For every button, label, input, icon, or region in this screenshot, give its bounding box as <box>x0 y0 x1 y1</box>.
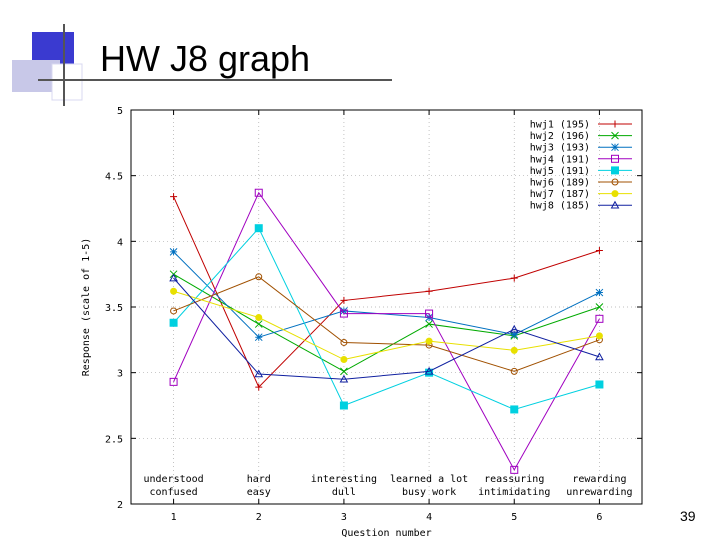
series-line-hwj4 <box>173 191 600 471</box>
data-point-hwj1 <box>340 296 348 304</box>
data-point-hwj8 <box>339 374 349 383</box>
category-label-top: interesting <box>311 474 377 485</box>
data-point-hwj4 <box>339 309 348 318</box>
x-tick-label: 2 <box>256 512 262 523</box>
legend-marker-hwj6 <box>611 178 619 186</box>
data-point-hwj7 <box>510 346 518 354</box>
legend-marker-hwj2 <box>611 131 619 140</box>
data-point-hwj5 <box>339 401 348 410</box>
y-tick-label: 2.5 <box>105 434 123 445</box>
x-tick-label: 3 <box>341 512 347 523</box>
category-label-bottom: intimidating <box>478 487 550 498</box>
y-tick-label: 5 <box>117 106 123 117</box>
data-point-hwj3 <box>510 330 519 339</box>
x-tick-label: 1 <box>171 512 177 523</box>
data-point-hwj3 <box>595 288 604 297</box>
data-point-hwj2 <box>340 367 348 376</box>
legend-marker-hwj4 <box>611 154 619 163</box>
data-point-hwj7 <box>595 332 603 340</box>
category-label-top: learned a lot <box>390 474 468 485</box>
series-line-hwj3 <box>173 251 600 338</box>
data-point-hwj8 <box>424 366 434 375</box>
category-label-top: hard <box>247 474 271 485</box>
category-label-bottom: busy work <box>402 487 456 498</box>
data-point-hwj5 <box>169 318 178 327</box>
data-point-hwj7 <box>170 287 178 295</box>
data-point-hwj1 <box>595 247 603 255</box>
x-axis-label: Question number <box>341 528 431 539</box>
category-label-top: reassuring <box>484 474 544 485</box>
decor-square-white <box>51 63 83 101</box>
data-point-hwj6 <box>510 367 518 375</box>
data-point-hwj2 <box>595 303 604 311</box>
legend-marker-hwj8 <box>610 200 620 209</box>
legend-label-hwj1: hwj1 (195) <box>530 120 590 131</box>
data-point-hwj4 <box>169 377 178 386</box>
data-point-hwj6 <box>170 307 178 315</box>
data-point-hwj1 <box>255 383 263 391</box>
legend-label-hwj7: hwj7 (187) <box>530 189 590 200</box>
legend-label-hwj8: hwj8 (185) <box>530 201 590 212</box>
slide-number: 39 <box>680 508 696 524</box>
data-point-hwj4 <box>595 314 604 323</box>
y-tick-label: 2 <box>117 500 123 511</box>
legend-label-hwj3: hwj3 (193) <box>530 143 590 154</box>
category-label-top: understood <box>143 474 203 485</box>
data-point-hwj1 <box>425 287 433 295</box>
data-point-hwj2 <box>425 320 433 328</box>
data-point-hwj7 <box>340 356 348 364</box>
series-line-hwj7 <box>173 290 600 361</box>
data-point-hwj6 <box>255 273 263 281</box>
y-tick-label: 4 <box>117 237 123 248</box>
series-line-hwj2 <box>173 273 600 372</box>
category-label-bottom: unrewarding <box>566 487 632 498</box>
data-point-hwj1 <box>510 274 518 282</box>
data-point-hwj5 <box>254 224 263 233</box>
data-point-hwj4 <box>254 188 263 197</box>
x-tick-label: 6 <box>596 512 602 523</box>
series-line-hwj8 <box>173 277 600 380</box>
y-tick-label: 3 <box>117 369 123 380</box>
y-tick-label: 4.5 <box>105 172 123 183</box>
legend-marker-hwj1 <box>611 120 619 128</box>
legend-marker-hwj5 <box>611 166 619 175</box>
data-point-hwj7 <box>255 314 263 322</box>
data-point-hwj2 <box>254 320 263 328</box>
data-point-hwj4 <box>425 309 434 318</box>
legend-marker-hwj7 <box>611 190 619 198</box>
data-point-hwj5 <box>510 405 519 414</box>
data-point-hwj1 <box>170 193 178 201</box>
category-label-bottom: easy <box>247 487 271 498</box>
slide-title: HW J8 graph <box>100 38 311 79</box>
data-point-hwj5 <box>595 380 604 389</box>
data-point-hwj3 <box>254 333 263 342</box>
series-line-hwj5 <box>173 227 600 410</box>
legend-label-hwj5: hwj5 (191) <box>530 166 590 177</box>
data-point-hwj8 <box>169 273 178 282</box>
series-line-hwj1 <box>173 196 600 388</box>
x-tick-label: 5 <box>511 512 517 523</box>
y-axis-label: Response (scale of 1-5) <box>81 238 92 376</box>
y-tick-label: 3.5 <box>105 303 123 314</box>
category-label-bottom: dull <box>332 487 356 498</box>
data-point-hwj3 <box>340 307 348 315</box>
data-point-hwj5 <box>425 368 434 377</box>
legend-label-hwj6: hwj6 (189) <box>530 178 590 189</box>
data-point-hwj8 <box>509 324 519 333</box>
series-line-hwj6 <box>173 276 600 372</box>
data-point-hwj6 <box>340 338 348 346</box>
x-tick-label: 4 <box>426 512 432 523</box>
category-label-bottom: confused <box>149 487 197 498</box>
legend-marker-hwj3 <box>611 143 619 152</box>
legend-label-hwj4: hwj4 (191) <box>530 154 590 165</box>
data-point-hwj8 <box>254 369 264 378</box>
data-point-hwj8 <box>595 352 604 361</box>
legend-label-hwj2: hwj2 (196) <box>530 131 590 142</box>
category-label-top: rewarding <box>572 474 626 485</box>
data-point-hwj3 <box>169 247 178 256</box>
data-point-hwj7 <box>425 337 433 345</box>
data-point-hwj4 <box>510 465 519 474</box>
